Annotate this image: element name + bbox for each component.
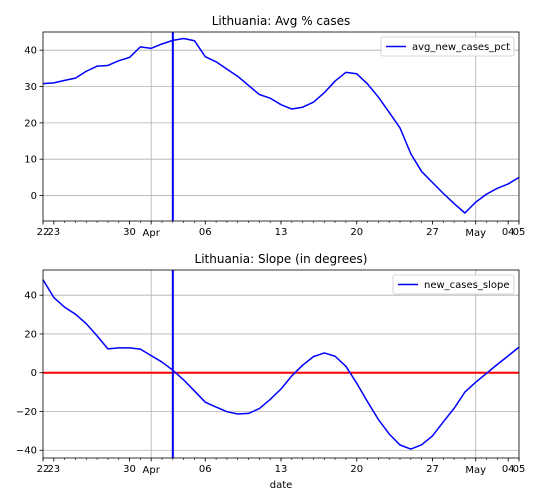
chart-2: Lithuania: Slope (in degrees) −40 −20 0 20 40… — [16, 252, 525, 491]
x-tick-label: 20 — [350, 227, 363, 238]
series-line-avg_new_cases_pct — [42, 37, 520, 214]
y-tick-label: 40 — [24, 46, 37, 57]
series-line-new_cases_slope — [42, 279, 520, 450]
x-tick-label: 04 — [502, 227, 515, 238]
chart-title: Lithuania: Avg % cases — [212, 14, 351, 28]
y-tick-label: 30 — [24, 82, 37, 93]
x-major-tick-label: Apr — [143, 228, 161, 239]
plot-frame — [42, 31, 520, 222]
chart-title: Lithuania: Slope (in degrees) — [195, 252, 368, 266]
y-tick-label: 40 — [24, 291, 37, 302]
x-major-tick-label: Apr — [143, 465, 161, 476]
plot-frame — [42, 269, 520, 459]
x-tick-label: 22 — [37, 464, 50, 475]
legend-label: new_cases_slope — [424, 280, 509, 291]
y-tick-label: −20 — [16, 407, 37, 418]
y-tick-label: 20 — [24, 329, 37, 340]
legend: new_cases_slope — [392, 274, 515, 295]
x-tick-label: 05 — [513, 464, 526, 475]
x-tick-label: 13 — [275, 464, 288, 475]
y-tick-label: 0 — [31, 368, 37, 379]
x-tick-label: 06 — [199, 227, 212, 238]
y-tick-label: 10 — [24, 155, 37, 166]
y-tick-label: 20 — [24, 118, 37, 129]
y-tick-label: 0 — [31, 191, 37, 202]
y-tick-label: −40 — [16, 446, 37, 457]
x-tick-label: 23 — [47, 227, 60, 238]
legend-label: avg_new_cases_pct — [412, 42, 510, 53]
x-tick-label: 06 — [199, 464, 212, 475]
x-major-tick-label: May — [465, 228, 486, 239]
x-tick-label: 27 — [426, 464, 439, 475]
x-tick-label: 04 — [502, 464, 515, 475]
legend-box — [380, 36, 515, 57]
x-tick-label: 13 — [275, 227, 288, 238]
x-tick-label: 20 — [350, 464, 363, 475]
x-major-tick-label: May — [465, 465, 486, 476]
x-tick-label: 30 — [123, 464, 136, 475]
x-tick-label: 30 — [123, 227, 136, 238]
x-tick-label: 22 — [37, 227, 50, 238]
x-axis-label: date — [270, 480, 293, 491]
legend: avg_new_cases_pct — [380, 36, 515, 57]
x-tick-label: 23 — [47, 464, 60, 475]
x-tick-label: 27 — [426, 227, 439, 238]
legend-box — [392, 274, 515, 295]
x-tick-label: 05 — [513, 227, 526, 238]
